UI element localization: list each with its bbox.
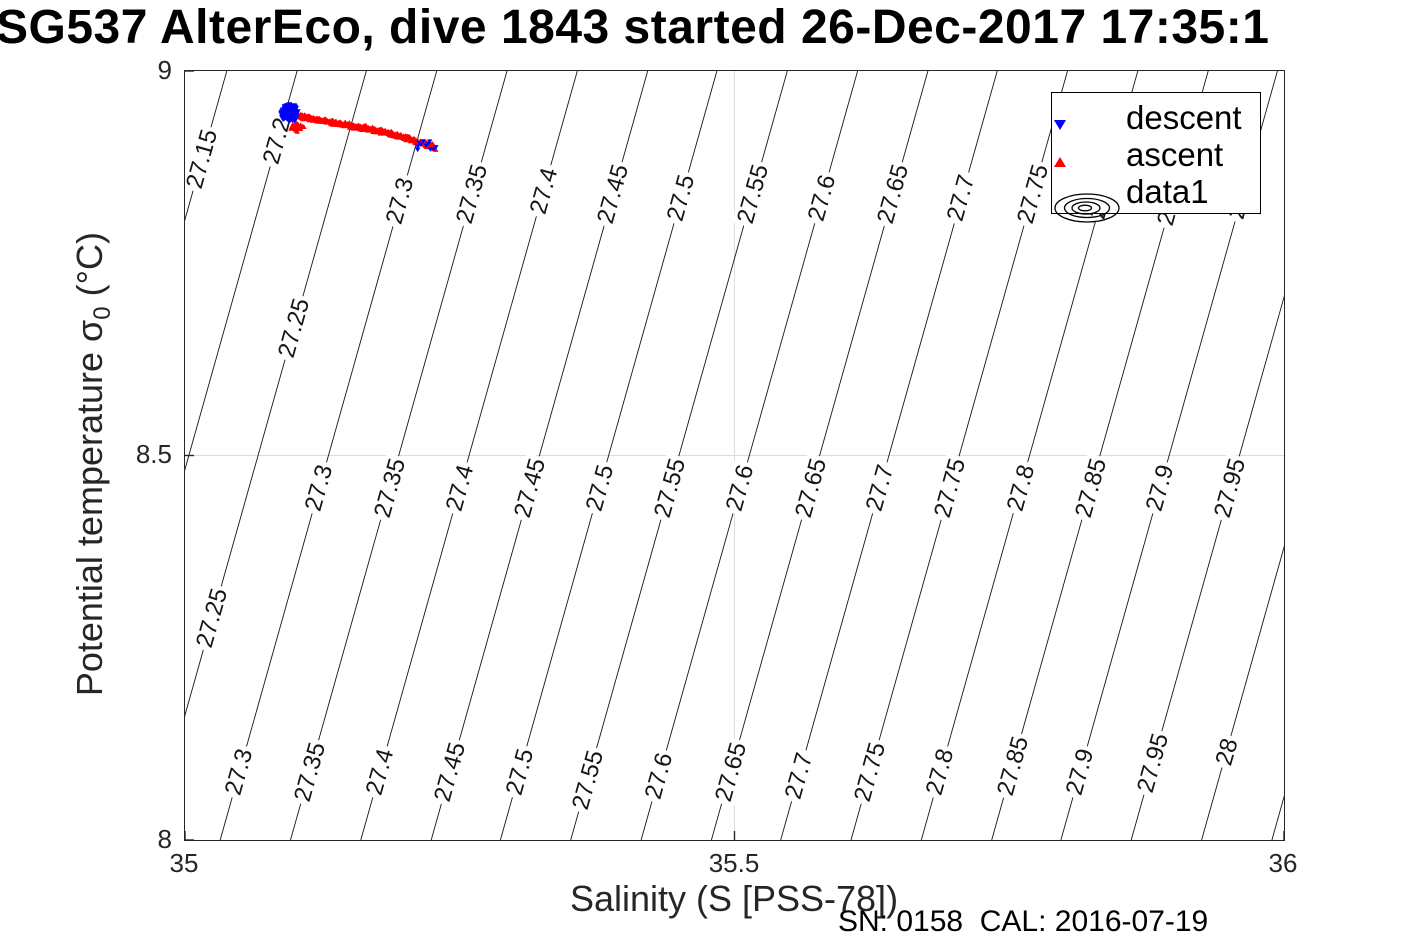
x-tick-36: 36 bbox=[1268, 848, 1298, 878]
x-tick-35: 35 bbox=[169, 848, 199, 878]
x-axis-label: Salinity (S [PSS-78]) bbox=[569, 878, 899, 919]
sigma-subscript: 0 bbox=[89, 306, 117, 320]
legend-item-data1: data1 bbox=[1052, 173, 1260, 223]
y-tick-8: 8 bbox=[157, 824, 172, 854]
y-tick-9: 9 bbox=[157, 55, 172, 85]
scatter-marker-layer bbox=[278, 102, 439, 152]
legend-item-ascent: ascent bbox=[1052, 136, 1260, 174]
legend-label-ascent: ascent bbox=[1126, 136, 1224, 173]
legend-label-descent: descent bbox=[1126, 99, 1242, 136]
plot-area: 27.15 27.2 27.25 27.25 27.3 27.3 27.3 27.35 27.3… bbox=[184, 70, 1285, 841]
y-axis-label-text: Potential temperature bbox=[68, 341, 110, 697]
legend-item-descent: descent bbox=[1052, 99, 1260, 137]
chart-title: SG537 AlterEco, dive 1843 started 26-Dec… bbox=[0, 1, 1270, 54]
legend-label-data1: data1 bbox=[1126, 173, 1209, 210]
sn-cal-note: SN: 0158 CAL: 2016-07-19 bbox=[838, 905, 1209, 938]
y-axis-unit: (°C) bbox=[68, 232, 110, 307]
legend: descent ascent data1 bbox=[1051, 92, 1261, 223]
sigma-symbol: σ bbox=[68, 319, 110, 342]
y-axis-label: Potential temperature σ0 (°C) bbox=[69, 114, 117, 814]
y-tick-8-5: 8.5 bbox=[135, 439, 172, 469]
x-tick-35-5: 35.5 bbox=[708, 848, 760, 878]
